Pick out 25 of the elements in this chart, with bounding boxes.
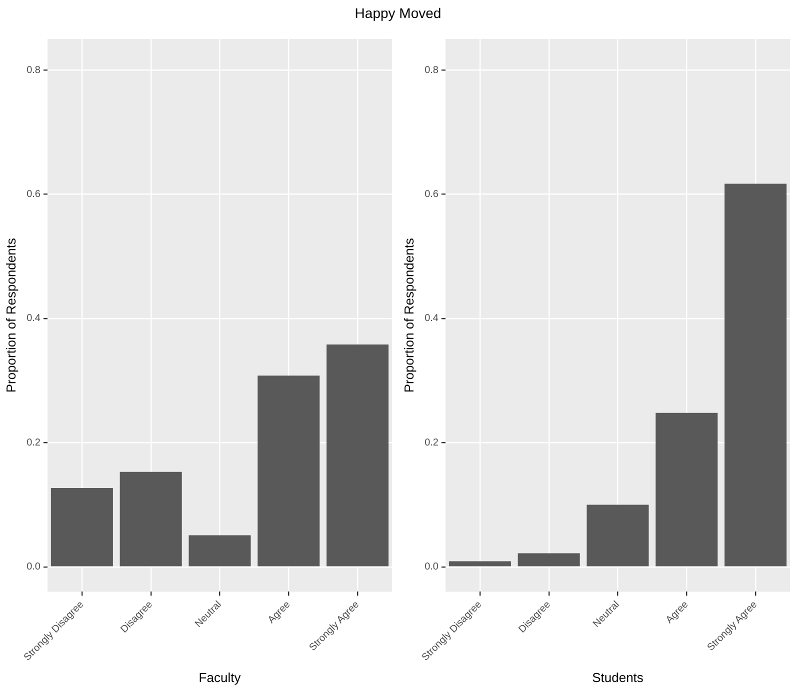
y-tick-label: 0.6 xyxy=(424,189,439,200)
bar xyxy=(188,535,251,566)
y-tick-label: 0.0 xyxy=(26,562,41,573)
x-axis-title: Students xyxy=(592,670,644,685)
y-axis-title: Proportion of Respondents xyxy=(401,238,416,393)
y-tick-label: 0.2 xyxy=(424,437,439,448)
bar xyxy=(258,376,320,566)
bar xyxy=(518,553,580,566)
y-tick-label: 0.4 xyxy=(26,313,41,324)
bar xyxy=(326,344,389,566)
bar xyxy=(724,184,787,566)
y-tick-label: 0.4 xyxy=(424,313,439,324)
y-tick-label: 0.0 xyxy=(424,562,439,573)
bar xyxy=(120,472,182,566)
x-axis-title: Faculty xyxy=(198,670,242,685)
y-axis-title: Proportion of Respondents xyxy=(3,238,18,393)
y-tick-label: 0.2 xyxy=(26,437,41,448)
chart-title: Happy Moved xyxy=(354,4,442,23)
y-tick-label: 0.8 xyxy=(26,64,41,76)
bar xyxy=(448,561,511,566)
y-tick-label: 0.8 xyxy=(424,64,439,76)
bar xyxy=(656,412,718,566)
bar xyxy=(586,504,649,566)
bar xyxy=(50,488,113,566)
y-tick-label: 0.6 xyxy=(26,189,41,200)
